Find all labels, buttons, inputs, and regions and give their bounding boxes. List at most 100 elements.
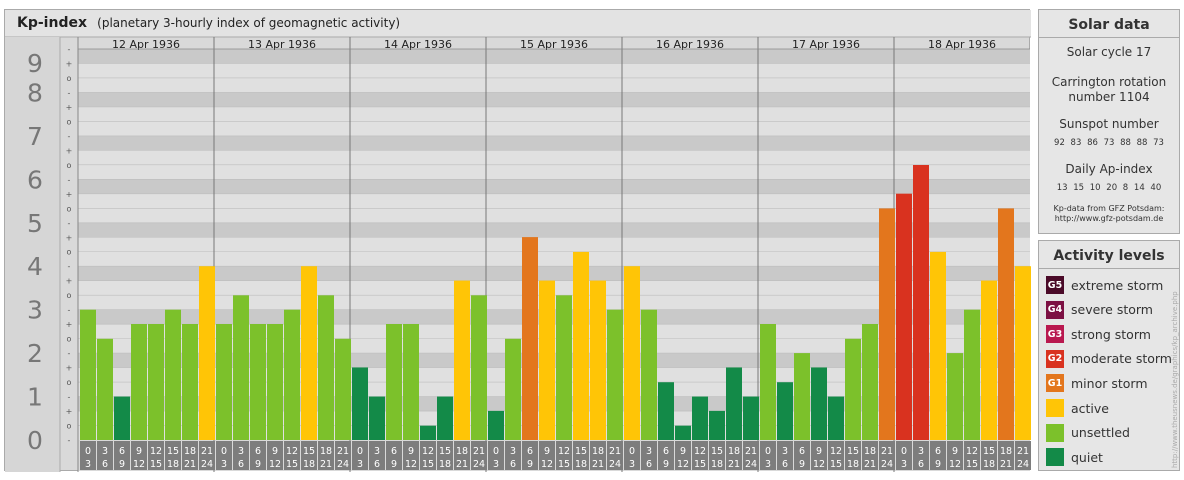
legend-item: quiet: [1046, 447, 1103, 467]
hour-label-end: 3: [85, 459, 91, 470]
hour-label-start: 6: [935, 446, 941, 457]
source-line1: Kp-data from GFZ Potsdam:: [1053, 204, 1165, 213]
carrington-line1: Carrington rotation: [1051, 75, 1167, 89]
hour-cell: [709, 441, 725, 470]
kp-bar: [199, 266, 215, 440]
hour-label-end: 24: [609, 459, 621, 470]
legend-swatch: G5: [1046, 276, 1064, 294]
kp-bar: [794, 353, 810, 440]
hour-label-start: 18: [592, 446, 604, 457]
hour-label-end: 18: [439, 459, 451, 470]
hour-label-start: 12: [694, 446, 706, 457]
hour-label-end: 21: [592, 459, 604, 470]
kp-bar: [97, 338, 113, 440]
hour-label-end: 12: [677, 459, 689, 470]
hour-label-start: 12: [830, 446, 842, 457]
hour-label-start: 9: [272, 446, 278, 457]
hour-cell: [420, 441, 436, 470]
band-dark: [78, 92, 1030, 107]
minor-tick-label: -: [68, 132, 71, 141]
hour-cell: [216, 441, 232, 470]
hour-cell: [624, 441, 640, 470]
y-tick-label: 6: [27, 165, 43, 194]
hour-label-end: 24: [1017, 459, 1029, 470]
hour-label-end: 18: [167, 459, 179, 470]
hour-cell: [488, 441, 504, 470]
y-tick-label: 5: [27, 209, 43, 238]
hour-label-end: 3: [357, 459, 363, 470]
y-tick-label: 8: [27, 78, 43, 107]
hour-label-end: 12: [269, 459, 281, 470]
kp-bar: [777, 382, 793, 440]
hour-label-start: 18: [456, 446, 468, 457]
day-label: 15 Apr 1936: [520, 38, 588, 51]
legend-swatch: G3: [1046, 325, 1064, 344]
hour-label-end: 9: [255, 459, 261, 470]
hour-cell: [318, 441, 334, 470]
hour-label-start: 0: [765, 446, 771, 457]
hour-label-start: 9: [816, 446, 822, 457]
legend-item: G3 strong storm: [1046, 324, 1151, 344]
hour-label-start: 12: [286, 446, 298, 457]
day-label: 16 Apr 1936: [656, 38, 724, 51]
minor-tick-label: -: [68, 262, 71, 271]
hour-cell: [97, 441, 113, 470]
activity-levels-panel: Activity levels G5 extreme storm G4 severe …: [1038, 240, 1180, 471]
legend-item: unsettled: [1046, 423, 1130, 443]
hour-label-end: 24: [473, 459, 485, 470]
hour-cell: [386, 441, 402, 470]
band-dark: [78, 135, 1030, 151]
legend-item: G2 moderate storm: [1046, 349, 1172, 369]
kp-bar: [369, 396, 385, 440]
minor-tick-label: +: [66, 59, 73, 68]
kp-bar: [675, 425, 691, 440]
source-line2: http://www.gfz-potsdam.de: [1054, 214, 1164, 223]
hour-label-end: 6: [238, 459, 244, 470]
hour-label-start: 18: [1000, 446, 1012, 457]
hour-cell: [522, 441, 538, 470]
hour-label-end: 15: [830, 459, 842, 470]
hour-label-end: 6: [918, 459, 924, 470]
legend-label: quiet: [1071, 449, 1103, 465]
kp-bar: [318, 295, 334, 440]
hour-cell: [131, 441, 147, 470]
sunspot-values: 92 83 86 73 88 88 73: [1054, 138, 1164, 148]
hour-cell: [675, 441, 691, 470]
hour-cell: [165, 441, 181, 470]
hour-cell: [760, 441, 776, 470]
hour-label-start: 15: [439, 446, 451, 457]
carrington-line2: number 1104: [1068, 90, 1150, 104]
hour-cell: [114, 441, 130, 470]
hour-label-start: 18: [184, 446, 196, 457]
hour-label-start: 0: [901, 446, 907, 457]
minor-tick-label: o: [67, 248, 72, 257]
hour-label-start: 15: [303, 446, 315, 457]
hour-cell: [505, 441, 521, 470]
legend-label: extreme storm: [1071, 277, 1164, 293]
legend-label: strong storm: [1071, 326, 1151, 342]
hour-label-end: 15: [966, 459, 978, 470]
hour-label-end: 3: [493, 459, 499, 470]
hour-cell: [301, 441, 317, 470]
hour-label-start: 3: [102, 446, 108, 457]
hour-label-start: 3: [646, 446, 652, 457]
kp-bar: [165, 309, 181, 440]
legend-swatch: G2: [1046, 349, 1064, 368]
legend-item: G1 minor storm: [1046, 373, 1148, 393]
legend-label: severe storm: [1071, 302, 1153, 318]
minor-tick-label: +: [66, 190, 73, 199]
band-dark: [78, 222, 1030, 238]
hour-label-end: 18: [575, 459, 587, 470]
kp-bar: [590, 280, 606, 440]
kp-bar: [624, 266, 640, 440]
hour-cell: [369, 441, 385, 470]
kp-bar: [828, 396, 844, 440]
hour-label-start: 3: [238, 446, 244, 457]
hour-cell: [828, 441, 844, 470]
legend-swatch: [1046, 399, 1064, 417]
legend-swatch: G1: [1046, 374, 1064, 393]
day-label: 13 Apr 1936: [248, 38, 316, 51]
y-tick-label: 0: [27, 426, 43, 455]
hour-label-end: 18: [847, 459, 859, 470]
